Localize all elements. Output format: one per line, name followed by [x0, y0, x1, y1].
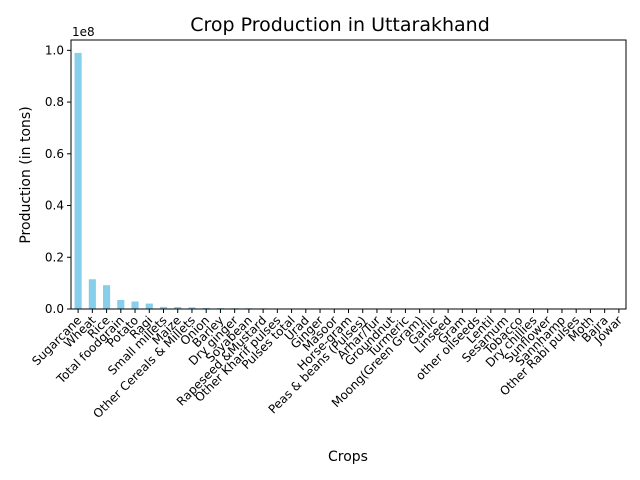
bar — [74, 52, 82, 310]
y-axis-offset-label: 1e8 — [72, 25, 95, 39]
y-axis-label: Production (in tons) — [18, 106, 34, 243]
bar — [131, 301, 139, 309]
y-tick-label: 0.6 — [45, 147, 64, 161]
bar — [88, 279, 96, 309]
y-tick-label: 0.0 — [45, 302, 64, 316]
bar — [188, 307, 196, 309]
bar — [103, 285, 111, 309]
plot-frame — [70, 39, 627, 310]
y-axis-ticks: 0.0 0.2 0.4 0.6 0.8 1.0 — [45, 43, 71, 316]
y-tick-label: 0.8 — [45, 95, 64, 109]
bar — [159, 306, 168, 309]
y-tick-label: 0.4 — [45, 199, 64, 213]
bar — [117, 299, 125, 309]
bar — [202, 307, 210, 309]
bars-group — [74, 52, 623, 310]
x-axis-label: Crops — [328, 449, 368, 465]
chart-title: Crop Production in Uttarakhand — [190, 14, 490, 36]
y-tick-label: 1.0 — [45, 43, 64, 57]
y-tick-label: 0.2 — [45, 250, 64, 264]
bar — [145, 303, 153, 309]
bar — [174, 307, 182, 309]
